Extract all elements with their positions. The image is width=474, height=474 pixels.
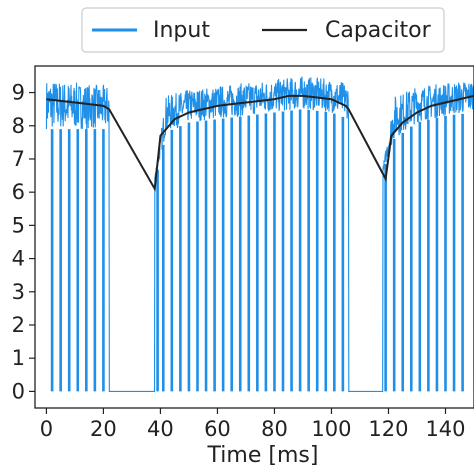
axes-frame — [34, 65, 474, 409]
x-tick-label: 0 — [40, 417, 53, 441]
x-tick-label: 60 — [204, 417, 231, 441]
y-tick-label: 3 — [12, 280, 25, 304]
legend-label-input: Input — [153, 18, 210, 43]
x-tick-label: 20 — [90, 417, 117, 441]
x-tick-label: 140 — [425, 417, 465, 441]
x-axis-title: Time [ms] — [207, 443, 319, 468]
y-axis: 0 1 2 3 4 5 6 7 8 9 — [12, 81, 35, 403]
x-tick-label: 40 — [147, 417, 174, 441]
y-tick-label: 4 — [12, 247, 25, 271]
y-tick-label: 5 — [12, 213, 25, 237]
y-tick-label: 8 — [12, 114, 25, 138]
input-series-line — [45, 76, 474, 392]
y-tick-label: 1 — [12, 346, 25, 370]
capacitor-series-line — [46, 94, 474, 193]
y-tick-label: 0 — [12, 379, 25, 403]
y-tick-label: 7 — [12, 147, 25, 171]
y-tick-label: 6 — [12, 180, 25, 204]
y-tick-label: 9 — [12, 81, 25, 105]
legend: Input Capacitor — [81, 7, 445, 53]
x-tick-label: 80 — [261, 417, 288, 441]
y-tick-label: 2 — [12, 313, 25, 337]
legend-label-capacitor: Capacitor — [325, 18, 432, 43]
x-tick-label: 120 — [368, 417, 408, 441]
x-axis: 0 20 40 60 80 100 120 140 — [40, 408, 466, 441]
x-tick-label: 100 — [311, 417, 351, 441]
plot-area — [45, 76, 474, 392]
